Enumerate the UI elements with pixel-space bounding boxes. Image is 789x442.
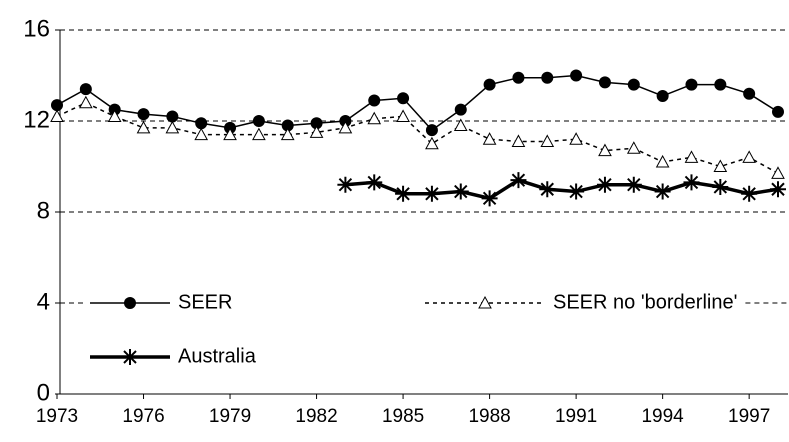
y-tick-label: 4 [37, 288, 50, 315]
marker [685, 78, 698, 91]
marker [395, 185, 412, 202]
x-tick-label: 1976 [122, 406, 164, 427]
marker [252, 127, 266, 141]
marker [425, 136, 439, 150]
marker [510, 172, 527, 189]
y-tick-label: 0 [37, 379, 50, 406]
legend-label: Australia [178, 345, 257, 367]
marker [78, 95, 93, 109]
marker [743, 87, 756, 100]
marker [511, 134, 526, 147]
marker [481, 190, 498, 207]
marker [770, 181, 786, 198]
marker [280, 127, 295, 141]
marker [423, 185, 440, 202]
marker [539, 181, 556, 198]
marker [684, 150, 699, 163]
marker [741, 185, 758, 202]
marker [683, 174, 700, 191]
marker [596, 176, 613, 193]
marker [367, 111, 382, 125]
marker [79, 83, 92, 96]
marker [453, 118, 468, 132]
marker [478, 295, 492, 309]
marker [337, 176, 354, 193]
marker [654, 183, 671, 200]
marker [598, 143, 612, 157]
y-tick-label: 12 [23, 106, 50, 133]
marker [655, 154, 670, 168]
marker [454, 103, 467, 116]
marker [569, 132, 583, 145]
marker [309, 125, 324, 138]
marker [541, 71, 554, 84]
marker [195, 117, 208, 130]
series-line [345, 178, 779, 201]
marker [366, 174, 383, 191]
marker [625, 176, 642, 193]
marker [397, 92, 410, 105]
marker [568, 183, 585, 200]
marker [482, 132, 497, 145]
marker [598, 76, 611, 89]
x-tick-label: 1982 [295, 406, 337, 427]
y-tick-label: 8 [37, 197, 50, 224]
legend-label: SEER no 'borderline' [553, 291, 737, 313]
marker [252, 115, 265, 127]
marker [50, 109, 64, 122]
marker [772, 105, 784, 118]
marker [656, 89, 669, 102]
y-tick-label: 16 [23, 15, 50, 42]
marker [223, 127, 237, 141]
legend-label: SEER [178, 291, 232, 313]
marker [712, 178, 729, 195]
marker [771, 166, 785, 179]
marker [194, 127, 209, 141]
marker [714, 78, 727, 91]
marker [107, 109, 122, 122]
marker [281, 119, 294, 132]
x-tick-label: 1973 [36, 406, 78, 427]
x-tick-label: 1994 [641, 406, 684, 427]
marker [122, 349, 138, 365]
series-line [56, 101, 779, 174]
marker [540, 134, 555, 147]
marker [165, 120, 180, 134]
marker [310, 117, 323, 130]
marker [425, 124, 438, 137]
marker [452, 183, 469, 200]
marker [338, 120, 353, 134]
marker [124, 297, 136, 309]
marker [396, 109, 410, 122]
marker [713, 159, 728, 172]
x-tick-label: 1985 [382, 406, 424, 427]
marker [137, 108, 150, 121]
marker [368, 94, 381, 107]
marker [626, 141, 641, 154]
series-line [56, 74, 779, 132]
marker [512, 71, 525, 84]
marker [627, 78, 640, 91]
x-tick-label: 1991 [555, 406, 597, 427]
marker [483, 78, 496, 91]
x-tick-label: 1988 [468, 406, 510, 427]
marker [136, 120, 151, 134]
x-tick-label: 1997 [728, 406, 770, 427]
marker [742, 150, 757, 163]
marker [570, 69, 583, 82]
x-tick-label: 1979 [209, 406, 251, 427]
marker [51, 99, 63, 112]
marker [166, 110, 179, 123]
